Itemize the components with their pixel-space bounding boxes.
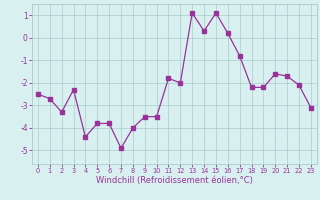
X-axis label: Windchill (Refroidissement éolien,°C): Windchill (Refroidissement éolien,°C) [96, 176, 253, 185]
